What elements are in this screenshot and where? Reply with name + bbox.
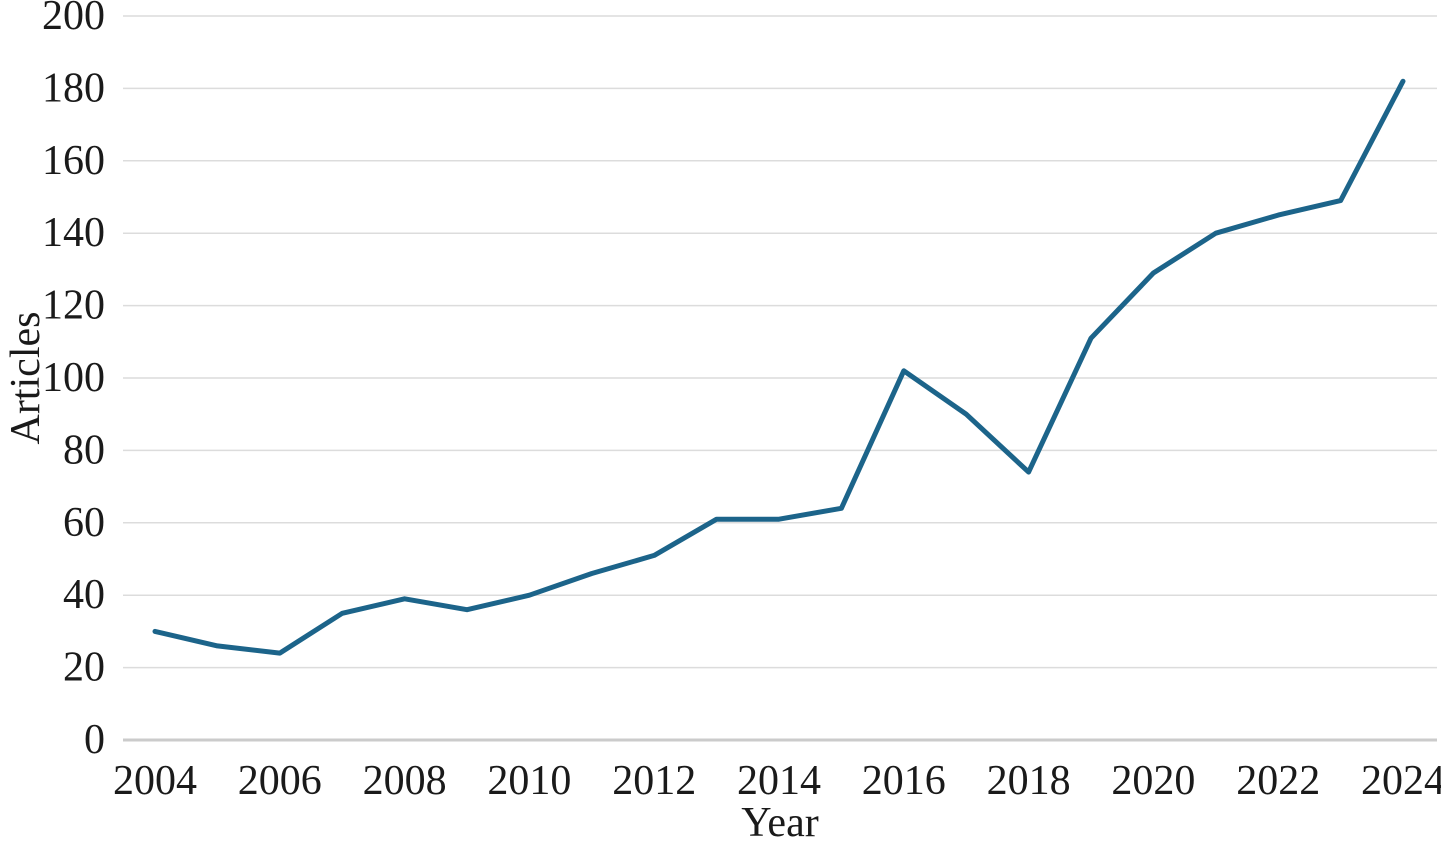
x-tick-label: 2016 xyxy=(862,758,946,804)
y-tick-label: 0 xyxy=(84,717,105,763)
y-tick-label: 20 xyxy=(63,645,105,691)
y-axis-title: Articles xyxy=(3,312,49,445)
x-tick-label: 2024 xyxy=(1361,758,1441,804)
x-tick-label: 2014 xyxy=(737,758,821,804)
series-lines xyxy=(152,78,1406,656)
x-tick-label: 2008 xyxy=(363,758,447,804)
y-axis-tick-labels: 0 20 40 60 80 100 120 140 160 180 200 xyxy=(42,0,105,763)
y-tick-label: 200 xyxy=(42,0,105,39)
x-tick-label: 2010 xyxy=(487,758,571,804)
x-tick-label: 2022 xyxy=(1236,758,1320,804)
y-tick-label: 80 xyxy=(63,427,105,473)
x-tick-label: 2020 xyxy=(1111,758,1195,804)
y-tick-label: 120 xyxy=(42,283,105,329)
x-tick-label: 2012 xyxy=(612,758,696,804)
gridlines xyxy=(123,15,1437,742)
x-tick-label: 2004 xyxy=(113,758,197,804)
x-axis-title: Year xyxy=(741,800,818,841)
x-axis-tick-labels: 2004 2006 2008 2010 2012 2014 2016 2018 2020 2022… xyxy=(113,758,1441,804)
y-tick-label: 40 xyxy=(63,572,105,618)
x-tick-label: 2006 xyxy=(238,758,322,804)
y-tick-label: 100 xyxy=(42,355,105,401)
y-tick-label: 60 xyxy=(63,500,105,546)
y-tick-label: 140 xyxy=(42,210,105,256)
x-tick-label: 2018 xyxy=(987,758,1071,804)
y-tick-label: 180 xyxy=(42,65,105,111)
articles-trend-line xyxy=(152,78,1406,656)
y-tick-label: 160 xyxy=(42,138,105,184)
